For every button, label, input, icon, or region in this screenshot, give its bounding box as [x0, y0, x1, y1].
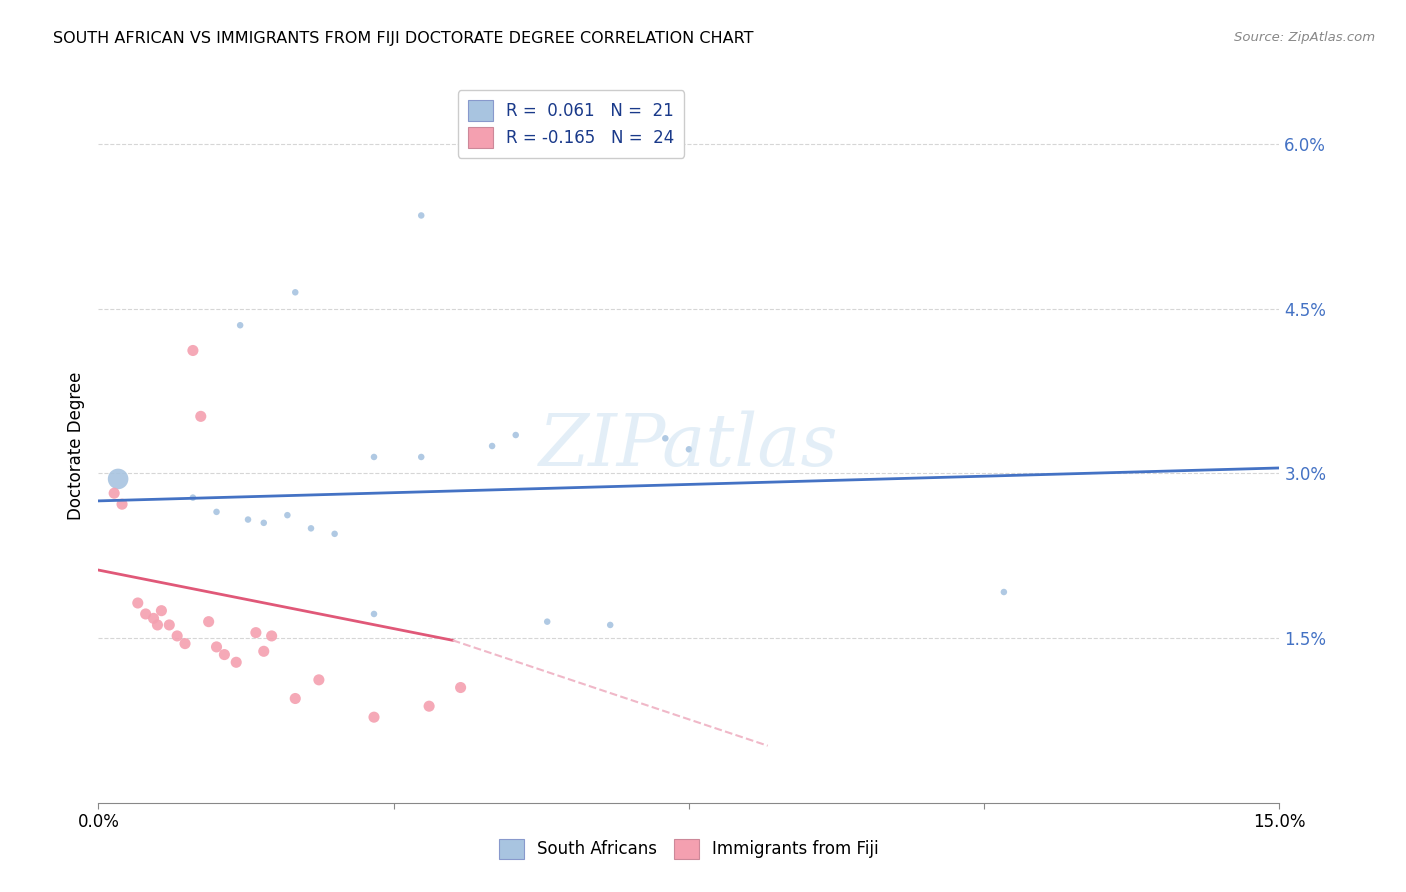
Point	[253, 644, 276, 658]
Point	[253, 516, 276, 530]
Legend: South Africans, Immigrants from Fiji: South Africans, Immigrants from Fiji	[492, 832, 886, 866]
Point	[157, 618, 180, 632]
Point	[107, 472, 129, 486]
Point	[135, 607, 157, 621]
Point	[142, 611, 165, 625]
Point	[276, 508, 298, 523]
Text: Source: ZipAtlas.com: Source: ZipAtlas.com	[1234, 31, 1375, 45]
Point	[197, 615, 219, 629]
Point	[127, 596, 149, 610]
Text: SOUTH AFRICAN VS IMMIGRANTS FROM FIJI DOCTORATE DEGREE CORRELATION CHART: SOUTH AFRICAN VS IMMIGRANTS FROM FIJI DO…	[53, 31, 754, 46]
Point	[205, 505, 228, 519]
Point	[229, 318, 252, 333]
Point	[536, 615, 558, 629]
Point	[150, 604, 173, 618]
Text: ZIPatlas: ZIPatlas	[538, 410, 839, 482]
Point	[299, 521, 322, 535]
Point	[323, 526, 346, 541]
Point	[205, 640, 228, 654]
Point	[225, 655, 247, 669]
Point	[363, 450, 385, 464]
Point	[111, 497, 134, 511]
Point	[363, 607, 385, 621]
Point	[284, 285, 307, 300]
Point	[993, 585, 1015, 599]
Point	[103, 486, 125, 500]
Point	[654, 431, 676, 445]
Point	[174, 637, 197, 651]
Point	[190, 409, 212, 424]
Point	[181, 491, 204, 505]
Point	[284, 691, 307, 706]
Point	[363, 710, 385, 724]
Point	[450, 681, 472, 695]
Point	[236, 512, 259, 526]
Point	[146, 618, 169, 632]
Point	[418, 699, 440, 714]
Point	[481, 439, 503, 453]
Point	[214, 648, 236, 662]
Point	[260, 629, 283, 643]
Point	[411, 450, 433, 464]
Point	[166, 629, 188, 643]
Y-axis label: Doctorate Degree: Doctorate Degree	[66, 372, 84, 520]
Point	[678, 442, 700, 457]
Point	[505, 428, 527, 442]
Point	[599, 618, 621, 632]
Point	[308, 673, 330, 687]
Point	[181, 343, 204, 358]
Point	[245, 625, 267, 640]
Point	[411, 209, 433, 223]
